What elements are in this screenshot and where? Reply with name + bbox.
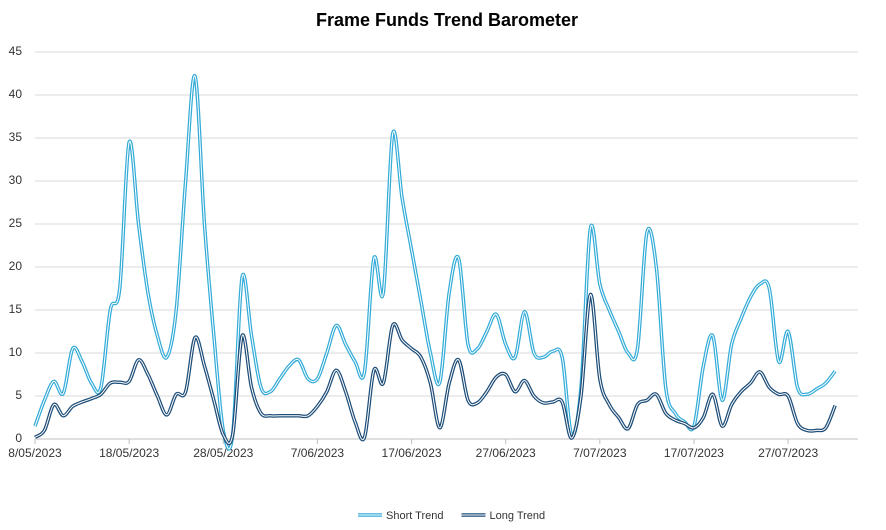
x-tick-label: 27/06/2023 <box>476 446 536 460</box>
series-line-highlight <box>34 294 836 444</box>
y-tick-label: 5 <box>15 388 22 402</box>
x-tick-label: 18/05/2023 <box>99 446 159 460</box>
x-tick-label: 8/05/2023 <box>8 446 62 460</box>
x-tick-label: 17/07/2023 <box>664 446 724 460</box>
y-tick-label: 20 <box>9 259 23 273</box>
y-tick-label: 45 <box>9 44 23 58</box>
legend-label: Short Trend <box>386 510 443 522</box>
y-tick-label: 25 <box>9 216 23 230</box>
y-tick-label: 40 <box>9 87 23 101</box>
y-tick-label: 35 <box>9 130 23 144</box>
x-tick-label: 17/06/2023 <box>382 446 442 460</box>
y-tick-label: 0 <box>15 431 22 445</box>
x-tick-label: 27/07/2023 <box>758 446 818 460</box>
y-tick-label: 15 <box>9 302 23 316</box>
y-tick-label: 30 <box>9 173 23 187</box>
x-tick-label: 7/07/2023 <box>573 446 627 460</box>
legend-label: Long Trend <box>489 510 545 522</box>
y-tick-label: 10 <box>9 345 23 359</box>
x-tick-label: 28/05/2023 <box>193 446 253 460</box>
chart-title: Frame Funds Trend Barometer <box>316 10 578 30</box>
x-tick-label: 7/06/2023 <box>291 446 345 460</box>
